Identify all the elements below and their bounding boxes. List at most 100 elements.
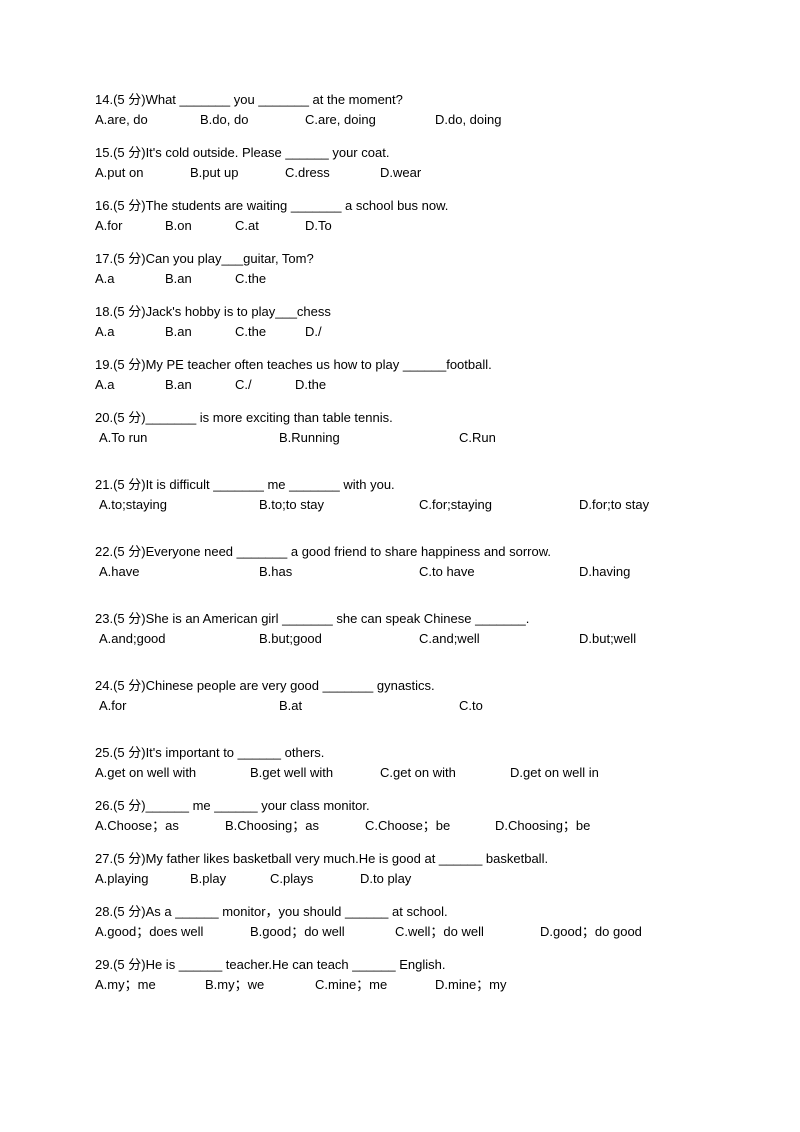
option: D.Choosing；be bbox=[495, 816, 625, 836]
option: C.Run bbox=[459, 428, 559, 448]
option: D.for;to stay bbox=[579, 495, 699, 515]
option: A.a bbox=[95, 375, 165, 395]
question-options: A.forB.onC.atD.To bbox=[95, 216, 705, 236]
question-text: 22.(5 分)Everyone need _______ a good fri… bbox=[95, 542, 705, 562]
question-text: 29.(5 分)He is ______ teacher.He can teac… bbox=[95, 955, 705, 975]
option: A.Choose；as bbox=[95, 816, 225, 836]
question-options: A.aB.anC./D.the bbox=[95, 375, 705, 395]
question-text: 20.(5 分)_______ is more exciting than ta… bbox=[95, 408, 705, 428]
option: B.but;good bbox=[259, 629, 419, 649]
question-options: A.get on well withB.get well withC.get o… bbox=[95, 763, 705, 783]
option: A.to;staying bbox=[99, 495, 259, 515]
option: D.good；do good bbox=[540, 922, 670, 942]
option: C.the bbox=[235, 269, 295, 289]
option: B.Choosing；as bbox=[225, 816, 365, 836]
option: A.put on bbox=[95, 163, 190, 183]
option: A.To run bbox=[99, 428, 279, 448]
option: D.wear bbox=[380, 163, 460, 183]
question-text: 26.(5 分)______ me ______ your class moni… bbox=[95, 796, 705, 816]
option: A.good；does well bbox=[95, 922, 250, 942]
option: B.get well with bbox=[250, 763, 380, 783]
question-19: 19.(5 分)My PE teacher often teaches us h… bbox=[95, 355, 705, 394]
question-20: 20.(5 分)_______ is more exciting than ta… bbox=[95, 408, 705, 447]
question-text: 15.(5 分)It's cold outside. Please ______… bbox=[95, 143, 705, 163]
question-17: 17.(5 分)Can you play___guitar, Tom?A.aB.… bbox=[95, 249, 705, 288]
option: D.mine；my bbox=[435, 975, 535, 995]
option: B.Running bbox=[279, 428, 459, 448]
question-options: A.forB.atC.to bbox=[95, 696, 705, 716]
question-28: 28.(5 分)As a ______ monitor，you should _… bbox=[95, 902, 705, 941]
option: C.dress bbox=[285, 163, 380, 183]
option: D.do, doing bbox=[435, 110, 535, 130]
option: D.to play bbox=[360, 869, 450, 889]
question-text: 16.(5 分)The students are waiting _______… bbox=[95, 196, 705, 216]
question-text: 24.(5 分)Chinese people are very good ___… bbox=[95, 676, 705, 696]
option: C.the bbox=[235, 322, 305, 342]
option: A.have bbox=[99, 562, 259, 582]
option: C.to have bbox=[419, 562, 579, 582]
option: B.on bbox=[165, 216, 235, 236]
question-21: 21.(5 分)It is difficult _______ me _____… bbox=[95, 475, 705, 514]
option: C.for;staying bbox=[419, 495, 579, 515]
option: C.are, doing bbox=[305, 110, 435, 130]
question-options: A.put onB.put upC.dressD.wear bbox=[95, 163, 705, 183]
question-23: 23.(5 分)She is an American girl _______ … bbox=[95, 609, 705, 648]
question-text: 27.(5 分)My father likes basketball very … bbox=[95, 849, 705, 869]
question-text: 28.(5 分)As a ______ monitor，you should _… bbox=[95, 902, 705, 922]
option: D.To bbox=[305, 216, 365, 236]
option: B.my；we bbox=[205, 975, 315, 995]
option: B.has bbox=[259, 562, 419, 582]
option: A.and;good bbox=[99, 629, 259, 649]
question-25: 25.(5 分)It's important to ______ others.… bbox=[95, 743, 705, 782]
option: D.having bbox=[579, 562, 679, 582]
question-options: A.haveB.hasC.to haveD.having bbox=[95, 562, 705, 582]
option: A.my；me bbox=[95, 975, 205, 995]
option: D.but;well bbox=[579, 629, 679, 649]
question-27: 27.(5 分)My father likes basketball very … bbox=[95, 849, 705, 888]
question-16: 16.(5 分)The students are waiting _______… bbox=[95, 196, 705, 235]
question-text: 18.(5 分)Jack's hobby is to play___chess bbox=[95, 302, 705, 322]
question-14: 14.(5 分)What _______ you _______ at the … bbox=[95, 90, 705, 129]
option: B.to;to stay bbox=[259, 495, 419, 515]
question-options: A.to;stayingB.to;to stayC.for;stayingD.f… bbox=[95, 495, 705, 515]
question-15: 15.(5 分)It's cold outside. Please ______… bbox=[95, 143, 705, 182]
option: D.get on well in bbox=[510, 763, 630, 783]
option: C.at bbox=[235, 216, 305, 236]
option: C.get on with bbox=[380, 763, 510, 783]
question-text: 23.(5 分)She is an American girl _______ … bbox=[95, 609, 705, 629]
question-options: A.Choose；asB.Choosing；asC.Choose；beD.Cho… bbox=[95, 816, 705, 836]
question-options: A.aB.anC.the bbox=[95, 269, 705, 289]
question-22: 22.(5 分)Everyone need _______ a good fri… bbox=[95, 542, 705, 581]
option: A.for bbox=[99, 696, 279, 716]
option: B.an bbox=[165, 322, 235, 342]
option: B.an bbox=[165, 375, 235, 395]
option: C.plays bbox=[270, 869, 360, 889]
question-24: 24.(5 分)Chinese people are very good ___… bbox=[95, 676, 705, 715]
option: C.and;well bbox=[419, 629, 579, 649]
option: C.well；do well bbox=[395, 922, 540, 942]
option: A.are, do bbox=[95, 110, 200, 130]
option: B.an bbox=[165, 269, 235, 289]
question-text: 21.(5 分)It is difficult _______ me _____… bbox=[95, 475, 705, 495]
question-29: 29.(5 分)He is ______ teacher.He can teac… bbox=[95, 955, 705, 994]
question-options: A.my；meB.my；weC.mine；meD.mine；my bbox=[95, 975, 705, 995]
question-text: 19.(5 分)My PE teacher often teaches us h… bbox=[95, 355, 705, 375]
option: B.do, do bbox=[200, 110, 305, 130]
question-18: 18.(5 分)Jack's hobby is to play___chessA… bbox=[95, 302, 705, 341]
option: C./ bbox=[235, 375, 295, 395]
question-text: 25.(5 分)It's important to ______ others. bbox=[95, 743, 705, 763]
question-options: A.To runB.RunningC.Run bbox=[95, 428, 705, 448]
question-text: 14.(5 分)What _______ you _______ at the … bbox=[95, 90, 705, 110]
option: B.at bbox=[279, 696, 459, 716]
option: C.to bbox=[459, 696, 539, 716]
question-options: A.good；does wellB.good；do wellC.well；do … bbox=[95, 922, 705, 942]
option: C.mine；me bbox=[315, 975, 435, 995]
option: B.good；do well bbox=[250, 922, 395, 942]
question-options: A.aB.anC.theD./ bbox=[95, 322, 705, 342]
option: A.for bbox=[95, 216, 165, 236]
option: B.put up bbox=[190, 163, 285, 183]
option: D./ bbox=[305, 322, 355, 342]
option: A.playing bbox=[95, 869, 190, 889]
option: A.get on well with bbox=[95, 763, 250, 783]
option: B.play bbox=[190, 869, 270, 889]
